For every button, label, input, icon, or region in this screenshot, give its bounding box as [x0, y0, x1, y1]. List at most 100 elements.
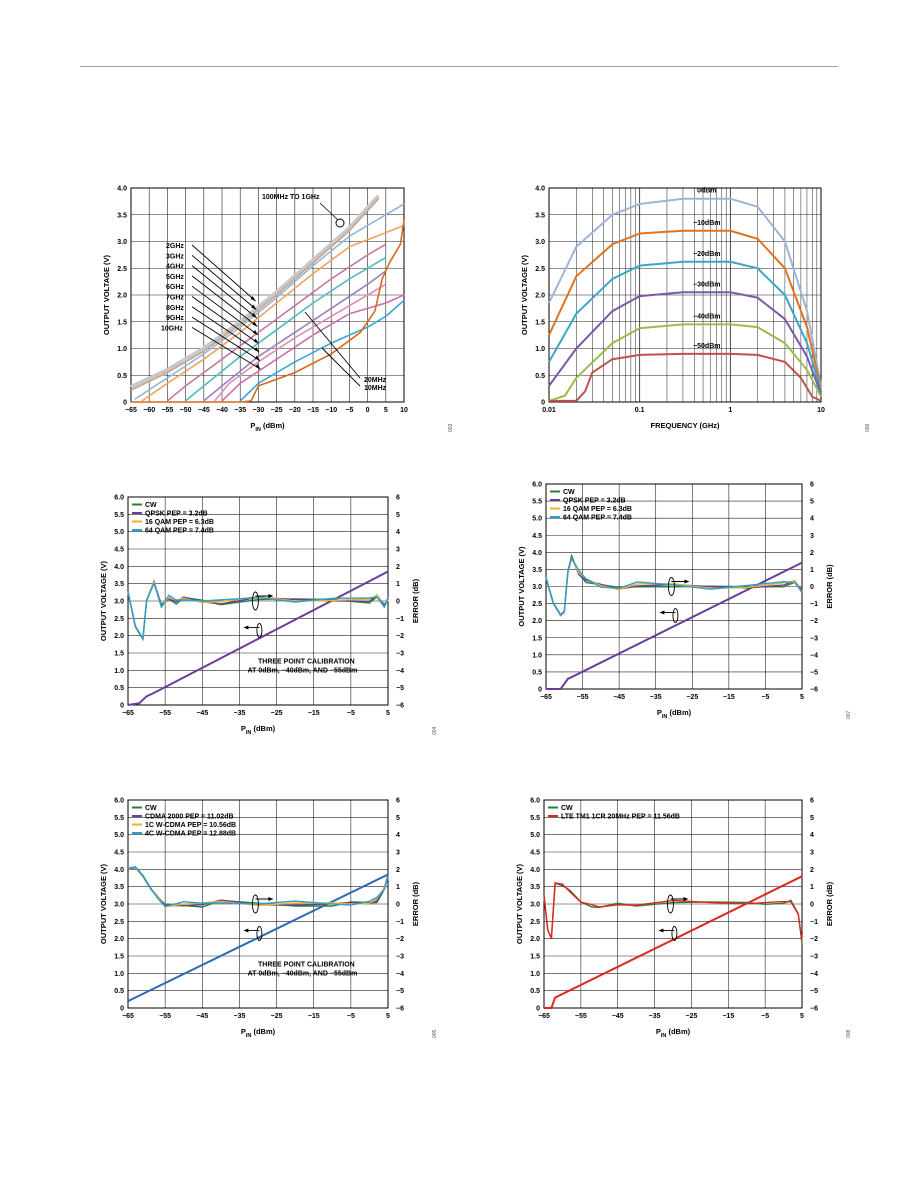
- y-tick-label: 4.0: [114, 564, 124, 571]
- y-tick-label: 1.5: [535, 319, 545, 326]
- axis-indicator: [672, 608, 679, 623]
- y-tick-label: 3.0: [535, 239, 545, 246]
- x-tick-label: 5: [386, 710, 390, 717]
- y-tick-label: 1.5: [114, 651, 124, 658]
- x-tick-label: −45: [612, 1013, 624, 1020]
- x-tick-label: −25: [685, 1013, 697, 1020]
- x-tick-label: 5: [800, 1013, 804, 1020]
- y-tick-label: 3.5: [114, 581, 124, 588]
- plot-frame: [548, 187, 822, 403]
- series-line: [548, 229, 822, 389]
- y-tick-label: 4.0: [535, 186, 545, 193]
- legend-label: 4C W-CDMA PEP = 12.88dB: [145, 831, 236, 838]
- y2-tick-label: 1: [810, 884, 814, 891]
- y-tick-label: 2.5: [117, 266, 127, 273]
- series-line: [131, 219, 405, 403]
- y-tick-label: 1.0: [114, 668, 124, 675]
- y-tick-label: 1.0: [114, 971, 124, 978]
- y2-tick-label: −2: [396, 936, 404, 943]
- y2-tick-label: 6: [396, 798, 400, 805]
- axis-indicator: [256, 623, 263, 638]
- y-tick-label: 4.0: [114, 867, 124, 874]
- y2-tick-label: −5: [810, 988, 818, 995]
- y2-tick-label: −5: [396, 988, 404, 995]
- x-tick-label: −45: [196, 710, 208, 717]
- y2-axis-label: ERROR (dB): [825, 881, 834, 926]
- x-tick-label: −65: [125, 407, 137, 414]
- y2-tick-label: −6: [396, 1006, 404, 1013]
- x-tick-label: −55: [577, 694, 589, 701]
- axis-indicator: [671, 926, 678, 941]
- arrowhead: [253, 338, 259, 344]
- x-tick-label: −25: [271, 407, 283, 414]
- y-tick-label: 1.5: [532, 635, 542, 642]
- y2-tick-label: 4: [810, 832, 814, 839]
- series-line: [221, 294, 405, 402]
- series-label: −40dBm: [693, 313, 720, 320]
- y-tick-label: 1.5: [117, 319, 127, 326]
- series-line: [130, 198, 380, 391]
- y-tick-label: 1.0: [117, 346, 127, 353]
- y2-axis-label: ERROR (dB): [411, 578, 420, 623]
- error-line: [127, 865, 389, 908]
- annotation-marker: [335, 218, 345, 228]
- series-line: [548, 197, 822, 387]
- figure-id: 005: [432, 1029, 438, 1038]
- y2-axis-label: ERROR (dB): [825, 564, 834, 609]
- y-tick-label: 6.0: [114, 798, 124, 805]
- annotation: 100MHz TO 1GHz: [262, 194, 320, 201]
- annotation: 8GHz: [166, 305, 184, 312]
- y-tick-label: 5.0: [532, 516, 542, 523]
- y-tick-label: 1.5: [530, 954, 540, 961]
- x-tick-label: 10: [400, 407, 408, 414]
- y-tick-label: 2.5: [530, 919, 540, 926]
- series-line: [549, 352, 822, 402]
- y-axis-label: OUTPUT VOLTAGE (V): [99, 560, 108, 641]
- x-tick-label: −15: [722, 1013, 734, 1020]
- legend-label: 16 QAM PEP = 6.3dB: [145, 519, 214, 526]
- y2-tick-label: −4: [810, 652, 818, 659]
- y-tick-label: 5.5: [532, 499, 542, 506]
- y2-tick-label: −4: [396, 668, 404, 675]
- y-axis-label: OUTPUT VOLTAGE (V): [99, 863, 108, 944]
- annotation-arrow: [191, 316, 261, 361]
- error-line: [543, 882, 803, 944]
- y2-tick-label: 1: [396, 884, 400, 891]
- y-tick-label: 4.5: [532, 533, 542, 540]
- annotation: 9GHz: [166, 315, 184, 322]
- series-line: [548, 323, 822, 402]
- annotation-leader: [319, 202, 339, 221]
- y-tick-label: 2.5: [114, 919, 124, 926]
- axis-indicator: [256, 926, 263, 941]
- annotation-arrow: [304, 311, 361, 379]
- x-axis-label: PIN (dBm): [250, 421, 285, 433]
- y2-tick-label: −3: [396, 651, 404, 658]
- arrowhead: [683, 897, 689, 901]
- y-tick-label: 0.5: [117, 373, 127, 380]
- y2-tick-label: 6: [396, 495, 400, 502]
- y2-tick-label: −3: [396, 954, 404, 961]
- x-tick-label: 0.1: [635, 407, 645, 414]
- legend-label: 64 QAM PEP = 7.4dB: [563, 515, 632, 522]
- x-tick-label: −10: [325, 407, 337, 414]
- y-axis-label: OUTPUT VOLTAGE (V): [517, 546, 526, 627]
- y2-tick-label: 0: [810, 584, 814, 591]
- x-tick-label: 10: [817, 407, 825, 414]
- y2-tick-label: 2: [396, 564, 400, 571]
- x-axis-label: PIN (dBm): [241, 724, 276, 736]
- y-tick-label: 2.0: [535, 293, 545, 300]
- x-tick-label: −65: [540, 694, 552, 701]
- y-tick-label: 6.0: [114, 495, 124, 502]
- legend-label: 1C W-CDMA PEP = 10.56dB: [145, 822, 236, 829]
- y-tick-label: 3.5: [535, 212, 545, 219]
- y2-tick-label: −5: [396, 685, 404, 692]
- annotation: AT 0dBm, −40dBm, AND −55dBm: [248, 667, 358, 674]
- y-tick-label: 3.5: [532, 567, 542, 574]
- x-tick-label: −5: [347, 1013, 355, 1020]
- y-tick-label: 3.5: [530, 884, 540, 891]
- x-tick-label: −25: [271, 1013, 283, 1020]
- annotation-arrow: [191, 254, 257, 310]
- series-label: −50dBm: [693, 343, 720, 350]
- y2-tick-label: 0: [810, 902, 814, 909]
